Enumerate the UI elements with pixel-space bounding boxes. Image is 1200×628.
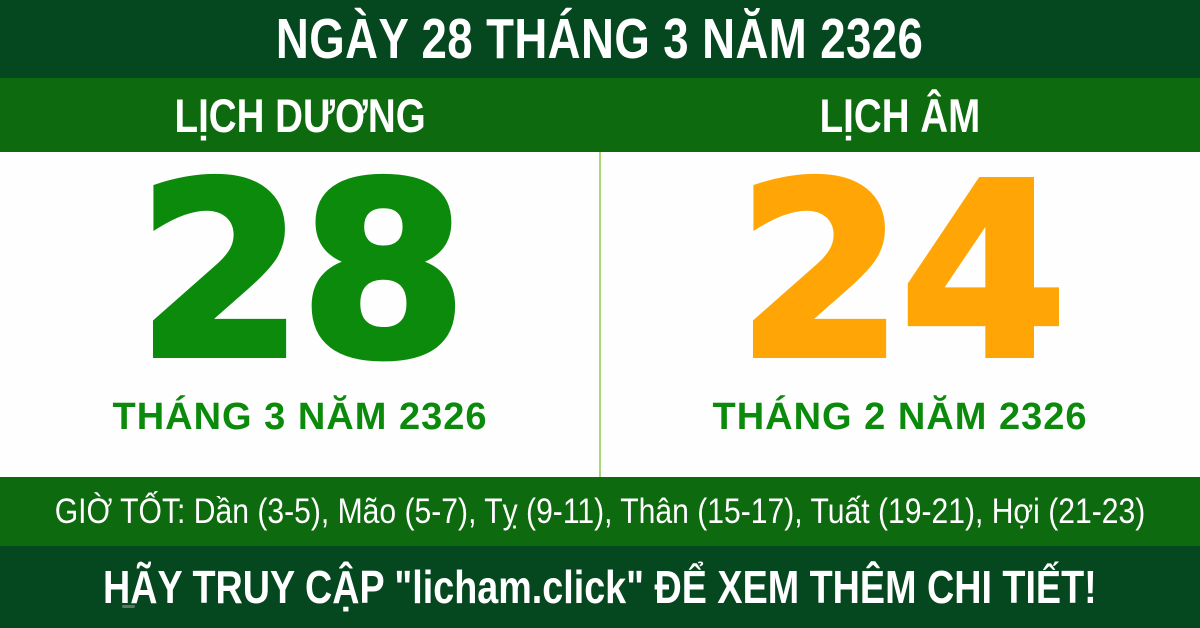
solar-calendar-header: LỊCH DƯƠNG bbox=[0, 78, 600, 152]
solar-calendar-label: LỊCH DƯƠNG bbox=[174, 88, 426, 142]
footer-cta[interactable]: HÃY TRUY CẬP "licham.click" ĐỂ XEM THÊM … bbox=[103, 561, 1097, 613]
calendar-panels: 28 THÁNG 3 NĂM 2326 24 THÁNG 2 NĂM 2326 bbox=[0, 132, 1200, 608]
footer-bar: HÃY TRUY CẬP "licham.click" ĐỂ XEM THÊM … bbox=[0, 546, 1200, 628]
page-title: NGÀY 28 THÁNG 3 NĂM 2326 bbox=[276, 7, 924, 71]
lunar-calendar-label: LỊCH ÂM bbox=[819, 88, 981, 142]
header-bar: NGÀY 28 THÁNG 3 NĂM 2326 bbox=[0, 0, 1200, 78]
solar-day-number: 28 bbox=[134, 132, 470, 412]
calendar-type-row: LỊCH DƯƠNG LỊCH ÂM bbox=[0, 78, 1200, 152]
lunar-calendar-header: LỊCH ÂM bbox=[600, 78, 1200, 152]
lunar-month-year: THÁNG 2 NĂM 2326 bbox=[712, 396, 1088, 438]
solar-month-year: THÁNG 3 NĂM 2326 bbox=[112, 396, 488, 438]
good-hours-bar: GIỜ TỐT: Dần (3-5), Mão (5-7), Tỵ (9-11)… bbox=[0, 477, 1200, 546]
vertical-divider bbox=[599, 152, 601, 477]
lunar-day-number: 24 bbox=[734, 132, 1070, 412]
stray-mark bbox=[122, 605, 135, 608]
good-hours-text: GIỜ TỐT: Dần (3-5), Mão (5-7), Tỵ (9-11)… bbox=[54, 491, 1146, 531]
solar-panel: 28 THÁNG 3 NĂM 2326 bbox=[0, 132, 600, 477]
lunar-panel: 24 THÁNG 2 NĂM 2326 bbox=[600, 132, 1200, 477]
